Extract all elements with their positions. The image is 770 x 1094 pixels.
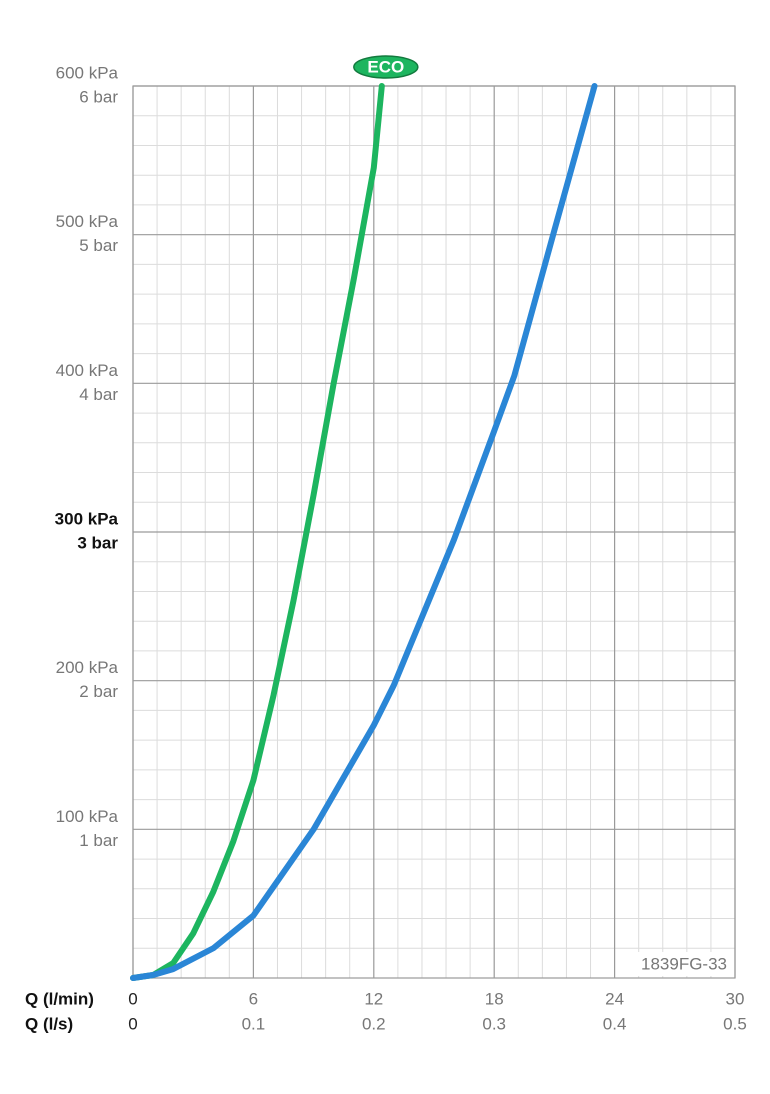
y-tick-bar-label: 5 bar xyxy=(79,236,118,255)
code-bg xyxy=(620,952,732,976)
y-tick-bar-label: 2 bar xyxy=(79,682,118,701)
x2-tick-label: 0.5 xyxy=(723,1014,747,1033)
x-tick-label: 30 xyxy=(726,989,745,1008)
x2-tick-label: 0 xyxy=(128,1014,137,1033)
x-tick-label: 24 xyxy=(605,989,624,1008)
y-tick-label: 100 kPa xyxy=(56,807,119,826)
eco-badge xyxy=(353,55,419,79)
y-tick-label: 500 kPa xyxy=(56,212,119,231)
y-tick-label: 300 kPa xyxy=(55,509,119,528)
y-tick-bar-label: 3 bar xyxy=(77,533,118,552)
y-tick-label: 200 kPa xyxy=(56,658,119,677)
y-tick-label: 400 kPa xyxy=(56,361,119,380)
x2-tick-label: 0.4 xyxy=(603,1014,627,1033)
plot-frame xyxy=(132,85,736,979)
y-tick-label: 600 kPa xyxy=(56,63,119,82)
series-line xyxy=(130,83,385,981)
x2-tick-label: 0.1 xyxy=(242,1014,266,1033)
eco-label: ECO xyxy=(367,57,404,76)
x-axis-label: Q (l/min) xyxy=(25,989,94,1008)
code-label: 1839FG-33 xyxy=(641,954,727,973)
x-tick-label: 18 xyxy=(485,989,504,1008)
y-tick-bar-label: 6 bar xyxy=(79,87,118,106)
x-tick-label: 6 xyxy=(249,989,258,1008)
x-tick-label: 12 xyxy=(364,989,383,1008)
x-tick-label: 0 xyxy=(128,989,137,1008)
y-tick-bar-label: 1 bar xyxy=(79,831,118,850)
series-line xyxy=(130,83,598,981)
x2-axis-label: Q (l/s) xyxy=(25,1014,73,1033)
y-tick-bar-label: 4 bar xyxy=(79,385,118,404)
x2-tick-label: 0.3 xyxy=(482,1014,506,1033)
x2-tick-label: 0.2 xyxy=(362,1014,386,1033)
